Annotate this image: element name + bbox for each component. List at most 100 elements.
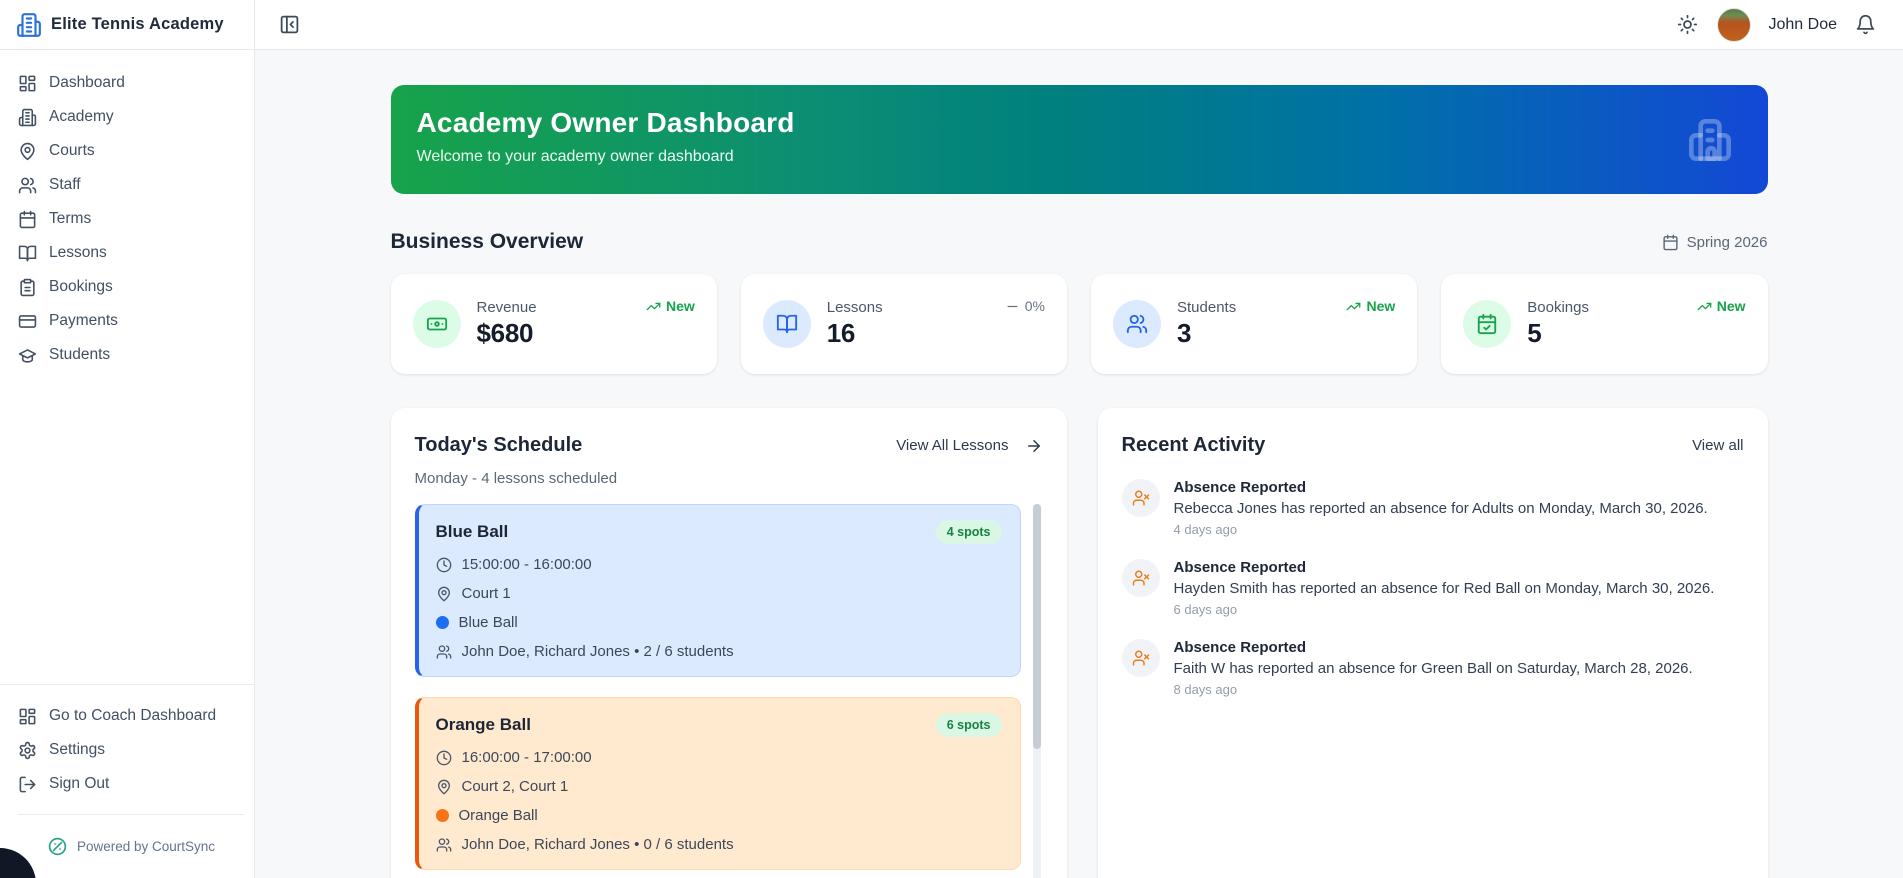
banknote-icon	[426, 317, 447, 331]
sidebar-toggle-button[interactable]	[279, 14, 301, 36]
clipboard-icon	[20, 278, 35, 296]
theme-toggle-button[interactable]	[1677, 14, 1699, 36]
book-open-icon	[18, 245, 37, 261]
stat-value: 5	[1527, 318, 1542, 348]
sidebar-item-sign-out[interactable]: Sign Out	[18, 767, 244, 801]
stat-trend: New	[1697, 298, 1746, 314]
map-pin-icon	[437, 586, 450, 601]
schedule-panel: Today's Schedule View All Lessons Monday…	[390, 408, 1067, 878]
lesson-card-blue-ball[interactable]: Blue Ball 4 spots 15:00:00 - 16:00:00 Co…	[414, 504, 1021, 677]
sidebar-item-label: Lessons	[49, 244, 107, 261]
users-icon	[1126, 314, 1148, 334]
users-icon	[436, 644, 451, 659]
activity-heading: Recent Activity	[1121, 434, 1266, 456]
stat-value: 3	[1177, 318, 1192, 348]
calendar-icon	[1663, 234, 1678, 250]
sun-icon	[1677, 14, 1697, 35]
sidebar-item-courts[interactable]: Courts	[18, 134, 244, 168]
activity-timestamp: 8 days ago	[1173, 682, 1238, 697]
courtsync-logo-icon	[48, 837, 67, 856]
trending-up-icon	[1347, 302, 1361, 310]
sidebar-item-settings[interactable]: Settings	[18, 733, 244, 767]
panel-toggle-icon	[280, 15, 299, 34]
clock-icon	[436, 557, 451, 572]
sidebar-item-label: Courts	[49, 142, 95, 159]
dashboard-banner: Academy Owner Dashboard Welcome to your …	[390, 85, 1768, 194]
calendar-icon	[19, 210, 36, 228]
users-icon	[436, 837, 451, 852]
activity-title: Absence Reported	[1173, 559, 1307, 576]
sidebar-item-label: Sign Out	[49, 775, 110, 792]
notifications-button[interactable]	[1855, 14, 1877, 36]
log-out-icon	[19, 776, 36, 792]
powered-by: Powered by CourtSync	[18, 814, 244, 878]
activity-item: Absence Reported Hayden Smith has report…	[1121, 559, 1744, 617]
main-content: Academy Owner Dashboard Welcome to your …	[255, 50, 1903, 878]
sidebar-item-terms[interactable]: Terms	[18, 202, 244, 236]
gear-icon	[19, 741, 36, 759]
sidebar-item-label: Terms	[49, 210, 92, 227]
activity-item: Absence Reported Rebecca Jones has repor…	[1121, 479, 1744, 537]
spots-badge: 6 spots	[935, 713, 1002, 737]
sidebar-item-label: Staff	[49, 176, 81, 193]
graduation-cap-icon	[18, 348, 37, 363]
credit-card-icon	[18, 314, 37, 328]
view-all-lessons-button[interactable]: View All Lessons	[896, 437, 1042, 455]
sidebar-item-bookings[interactable]: Bookings	[18, 270, 244, 304]
lesson-title: Blue Ball	[435, 522, 509, 541]
activity-description: Faith W has reported an absence for Gree…	[1173, 660, 1693, 677]
dashboard-icon	[19, 75, 36, 91]
sidebar-item-academy[interactable]: Academy	[18, 100, 244, 134]
level-dot	[435, 616, 449, 629]
building-icon	[17, 12, 41, 37]
scrollbar-track[interactable]	[1032, 504, 1041, 878]
spots-badge: 4 spots	[935, 520, 1002, 544]
building-icon	[1688, 118, 1731, 161]
lesson-court-row: Court 1	[436, 585, 1002, 602]
book-open-icon	[776, 314, 797, 334]
bell-icon	[1856, 14, 1875, 35]
sidebar-item-staff[interactable]: Staff	[18, 168, 244, 202]
stat-card-lessons: Lessons 16 0%	[740, 274, 1067, 374]
avatar[interactable]	[1716, 7, 1751, 42]
sidebar-item-dashboard[interactable]: Dashboard	[18, 66, 244, 100]
activity-title: Absence Reported	[1173, 639, 1307, 656]
activity-description: Rebecca Jones has reported an absence fo…	[1173, 500, 1708, 517]
lesson-time-row: 16:00:00 - 17:00:00	[436, 749, 1002, 766]
sidebar-item-label: Dashboard	[49, 74, 125, 91]
calendar-check-icon	[1478, 313, 1497, 335]
stat-card-bookings: Bookings 5 New	[1441, 274, 1768, 374]
lesson-group-row: Blue Ball	[435, 614, 1002, 631]
stat-label: Lessons	[826, 299, 883, 316]
stat-value: $680	[476, 318, 534, 348]
sidebar-item-label: Go to Coach Dashboard	[49, 707, 217, 724]
lesson-coaches-row: John Doe, Richard Jones • 2 / 6 students	[436, 643, 1002, 660]
schedule-subtitle: Monday - 4 lessons scheduled	[414, 470, 618, 487]
view-all-activity-button[interactable]: View all	[1692, 437, 1744, 454]
app-title: Elite Tennis Academy	[51, 15, 224, 33]
stat-label: Revenue	[476, 299, 537, 316]
activity-item: Absence Reported Faith W has reported an…	[1121, 639, 1744, 697]
sidebar-item-label: Students	[49, 346, 111, 363]
sidebar-item-coach-dashboard[interactable]: Go to Coach Dashboard	[18, 699, 244, 733]
term-label: Spring 2026	[1686, 233, 1768, 251]
lesson-list: Blue Ball 4 spots 15:00:00 - 16:00:00 Co…	[414, 504, 1043, 878]
lesson-court-row: Court 2, Court 1	[436, 778, 1002, 795]
lesson-title: Orange Ball	[435, 715, 531, 734]
sidebar-item-payments[interactable]: Payments	[18, 304, 244, 338]
sidebar: Dashboard Academy Courts Staff Terms Les…	[0, 50, 255, 878]
sidebar-item-label: Payments	[49, 312, 118, 329]
sidebar-item-label: Settings	[49, 741, 106, 758]
level-dot	[435, 809, 449, 822]
map-pin-icon	[20, 142, 35, 160]
minus-icon	[1007, 305, 1018, 307]
sidebar-item-lessons[interactable]: Lessons	[18, 236, 244, 270]
sidebar-item-students[interactable]: Students	[18, 338, 244, 372]
lesson-card-orange-ball[interactable]: Orange Ball 6 spots 16:00:00 - 17:00:00 …	[414, 697, 1021, 870]
user-name: John Doe	[1768, 15, 1838, 33]
scrollbar-thumb[interactable]	[1032, 504, 1041, 749]
dashboard-icon	[19, 708, 36, 724]
sidebar-item-label: Bookings	[49, 278, 113, 295]
sidebar-item-label: Academy	[49, 108, 114, 125]
term-selector: Spring 2026	[1662, 234, 1768, 251]
